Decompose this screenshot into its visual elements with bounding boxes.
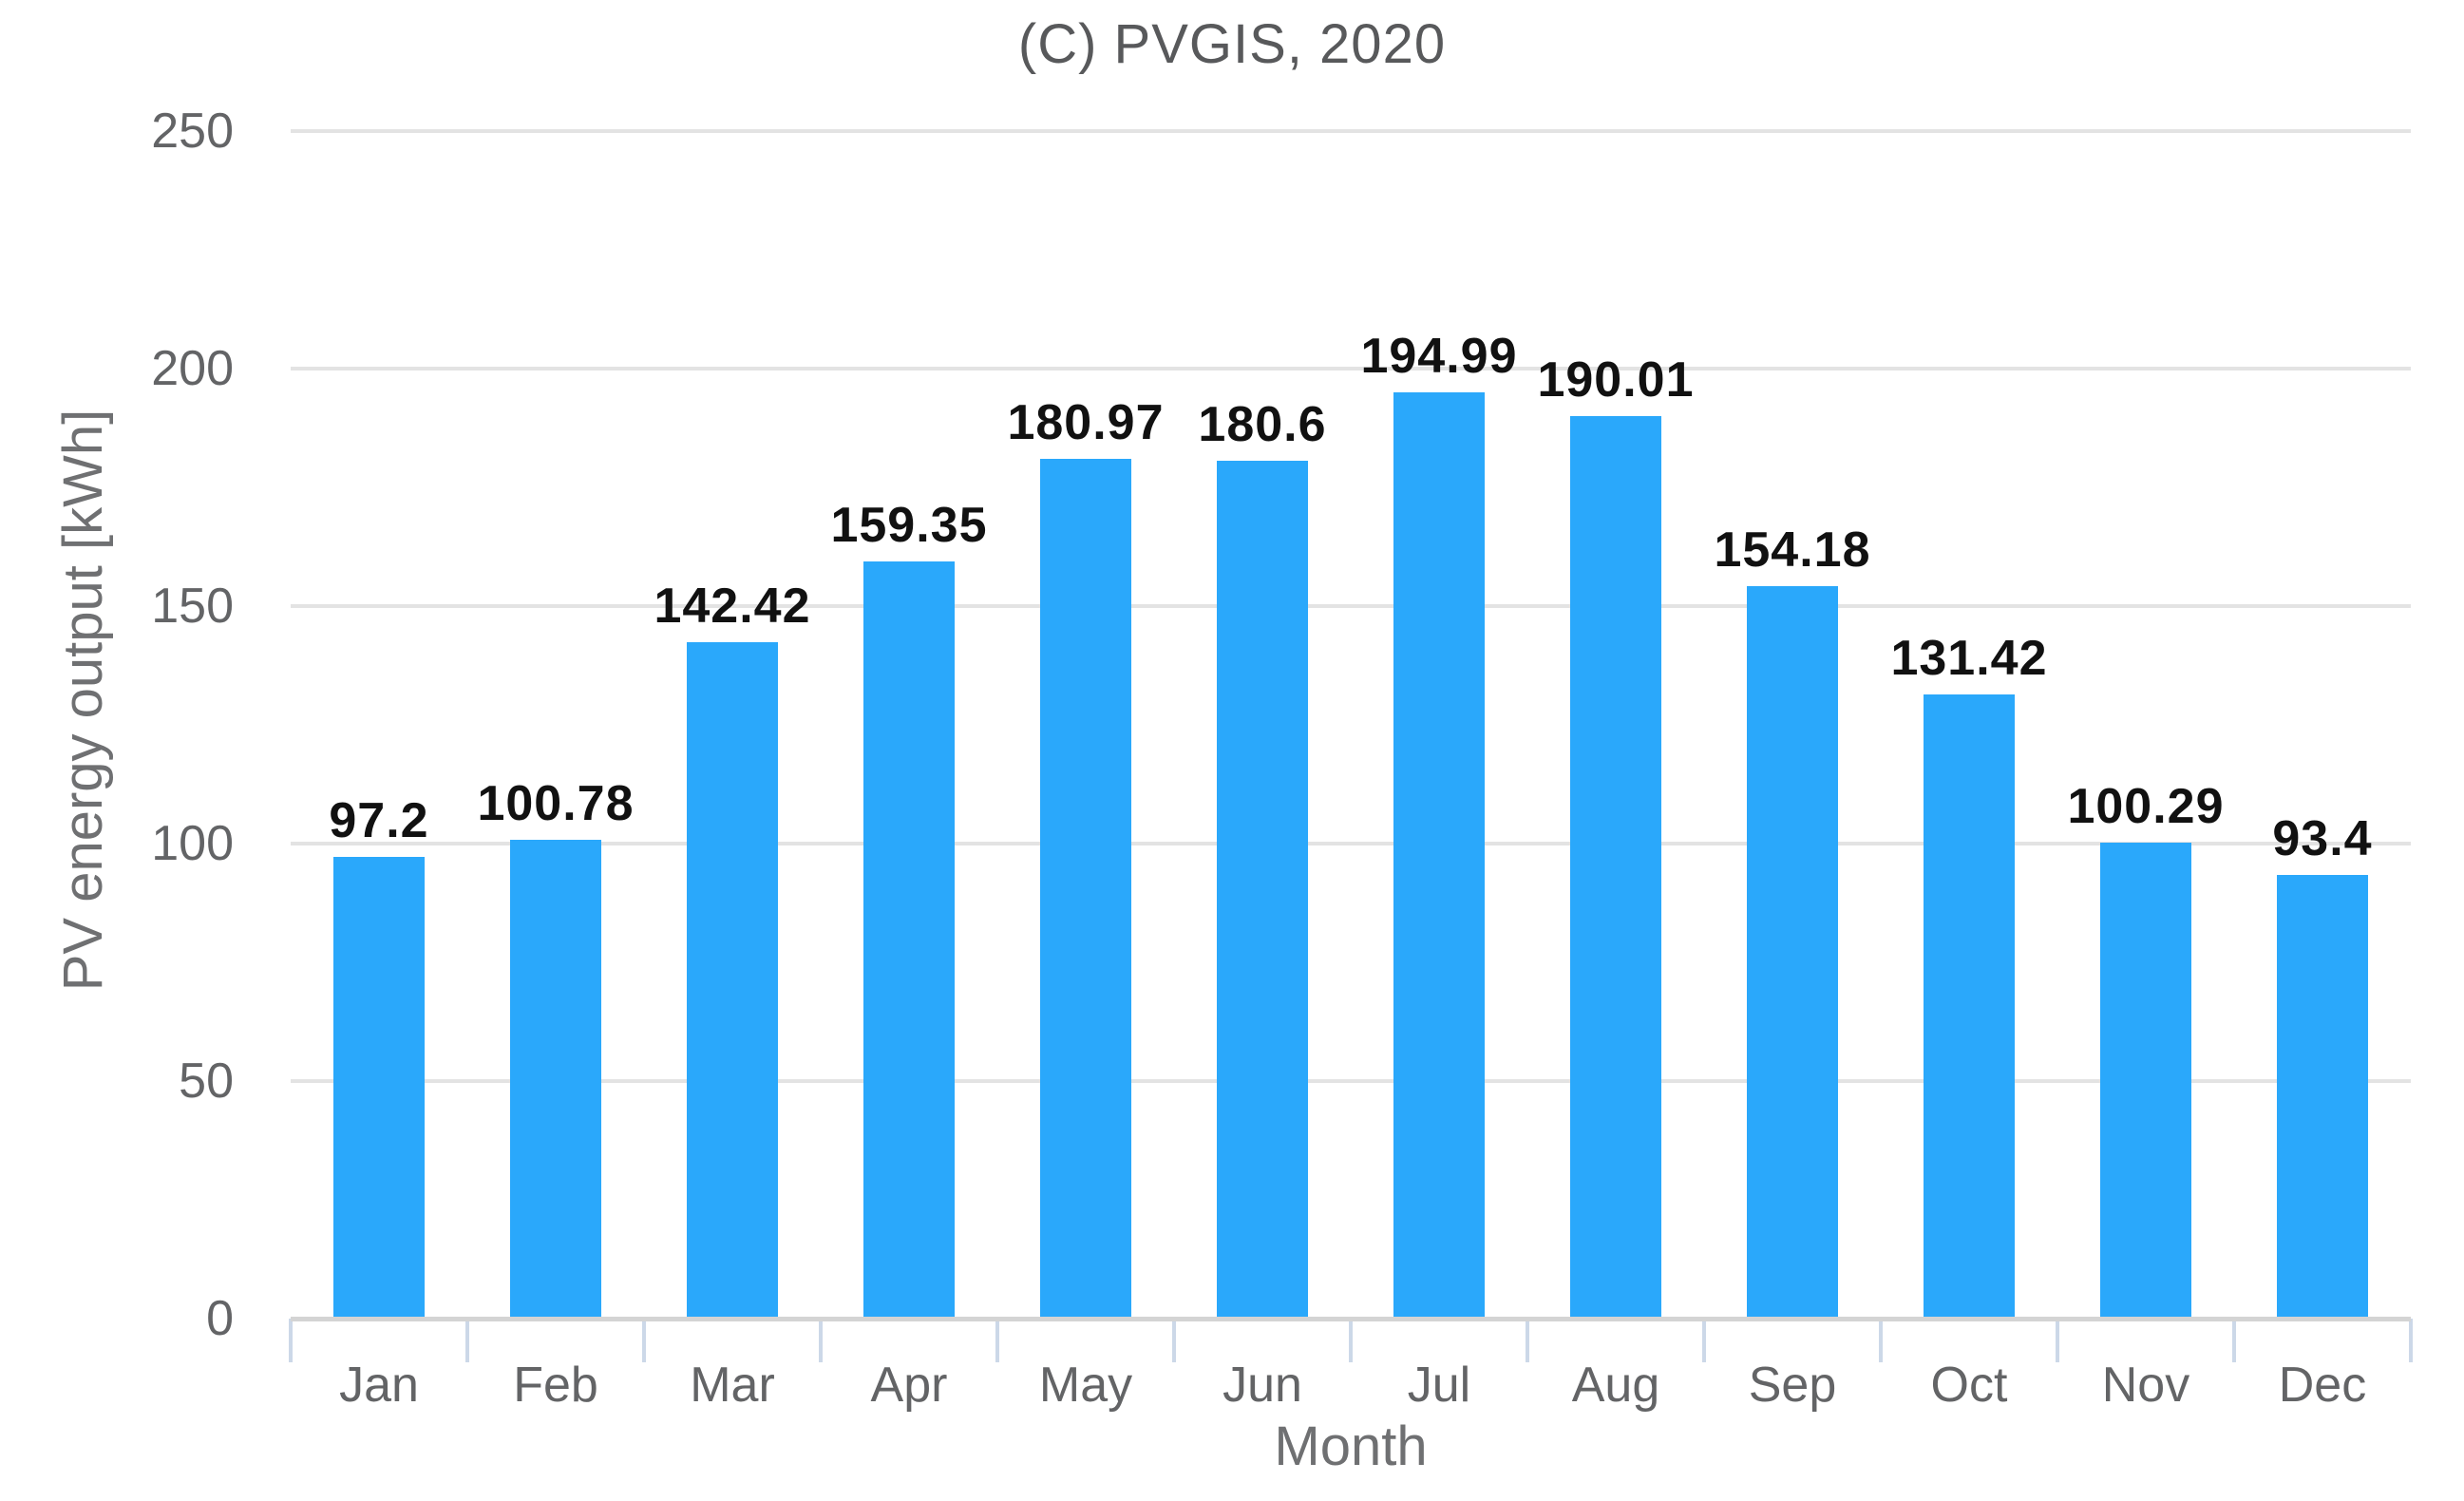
- x-axis-tick-mark: [1879, 1319, 1883, 1362]
- x-tick-label-jun: Jun: [1223, 1358, 1302, 1413]
- x-axis-tick-mark: [1349, 1319, 1353, 1362]
- y-tick-label: 150: [151, 579, 234, 634]
- x-tick-label-feb: Feb: [513, 1358, 598, 1413]
- bar-value-label: 180.6: [1198, 397, 1327, 452]
- x-axis-tick-mark: [995, 1319, 999, 1362]
- x-axis-tick-mark: [465, 1319, 469, 1362]
- x-tick-label-sep: Sep: [1748, 1358, 1837, 1413]
- bar-mar: [687, 642, 778, 1319]
- bar-oct: [1924, 694, 2015, 1319]
- x-tick-label-jan: Jan: [339, 1358, 419, 1413]
- x-tick-label-dec: Dec: [2278, 1358, 2367, 1413]
- x-axis-tick-mark: [2056, 1319, 2059, 1362]
- bar-aug: [1570, 416, 1661, 1319]
- bar-jan: [333, 857, 425, 1319]
- axis-baseline: [291, 1317, 2411, 1321]
- x-tick-label-aug: Aug: [1571, 1358, 1660, 1413]
- bar-value-label: 93.4: [2272, 811, 2373, 866]
- y-axis-title-text: PV energy output [kWh]: [52, 408, 114, 992]
- bar-value-label: 142.42: [654, 579, 811, 634]
- x-tick-label-mar: Mar: [690, 1358, 775, 1413]
- bar-value-label: 180.97: [1007, 395, 1165, 450]
- x-tick-label-nov: Nov: [2101, 1358, 2190, 1413]
- bar-value-label: 194.99: [1360, 329, 1518, 384]
- y-tick-label: 0: [206, 1291, 234, 1346]
- bar-value-label: 97.2: [329, 793, 429, 848]
- bar-jul: [1393, 392, 1485, 1319]
- bar-value-label: 154.18: [1714, 522, 1871, 578]
- y-tick-label: 250: [151, 104, 234, 159]
- y-tick-label: 50: [179, 1054, 234, 1109]
- chart-title: (C) PVGIS, 2020: [1017, 13, 1447, 75]
- bar-value-label: 131.42: [1890, 631, 2048, 686]
- bar-value-label: 159.35: [830, 498, 988, 553]
- bar-value-label: 190.01: [1537, 352, 1695, 408]
- x-axis-tick-mark: [819, 1319, 823, 1362]
- y-tick-label: 200: [151, 341, 234, 396]
- x-axis-tick-mark: [289, 1319, 293, 1362]
- gridline: [291, 367, 2411, 370]
- x-axis-tick-mark: [2232, 1319, 2236, 1362]
- x-axis-tick-mark: [1702, 1319, 1706, 1362]
- bar-may: [1040, 459, 1131, 1319]
- x-axis-tick-mark: [1526, 1319, 1529, 1362]
- gridline: [291, 604, 2411, 608]
- bar-jun: [1217, 461, 1308, 1319]
- bar-nov: [2100, 843, 2191, 1319]
- bar-feb: [510, 840, 601, 1319]
- bar-value-label: 100.78: [477, 776, 635, 831]
- bar-dec: [2277, 875, 2368, 1319]
- x-tick-label-oct: Oct: [1930, 1358, 2008, 1413]
- gridline: [291, 842, 2411, 846]
- x-tick-label-may: May: [1038, 1358, 1133, 1413]
- x-axis-tick-mark: [2409, 1319, 2413, 1362]
- x-axis-tick-mark: [642, 1319, 646, 1362]
- bar-sep: [1747, 586, 1838, 1319]
- y-tick-label: 100: [151, 816, 234, 871]
- x-tick-label-jul: Jul: [1407, 1358, 1471, 1413]
- gridline: [291, 129, 2411, 133]
- bar-apr: [863, 561, 955, 1319]
- gridline: [291, 1079, 2411, 1083]
- x-axis-tick-mark: [1172, 1319, 1176, 1362]
- x-tick-label-apr: Apr: [870, 1358, 948, 1413]
- bar-value-label: 100.29: [2067, 779, 2225, 834]
- x-axis-title: Month: [1274, 1416, 1428, 1477]
